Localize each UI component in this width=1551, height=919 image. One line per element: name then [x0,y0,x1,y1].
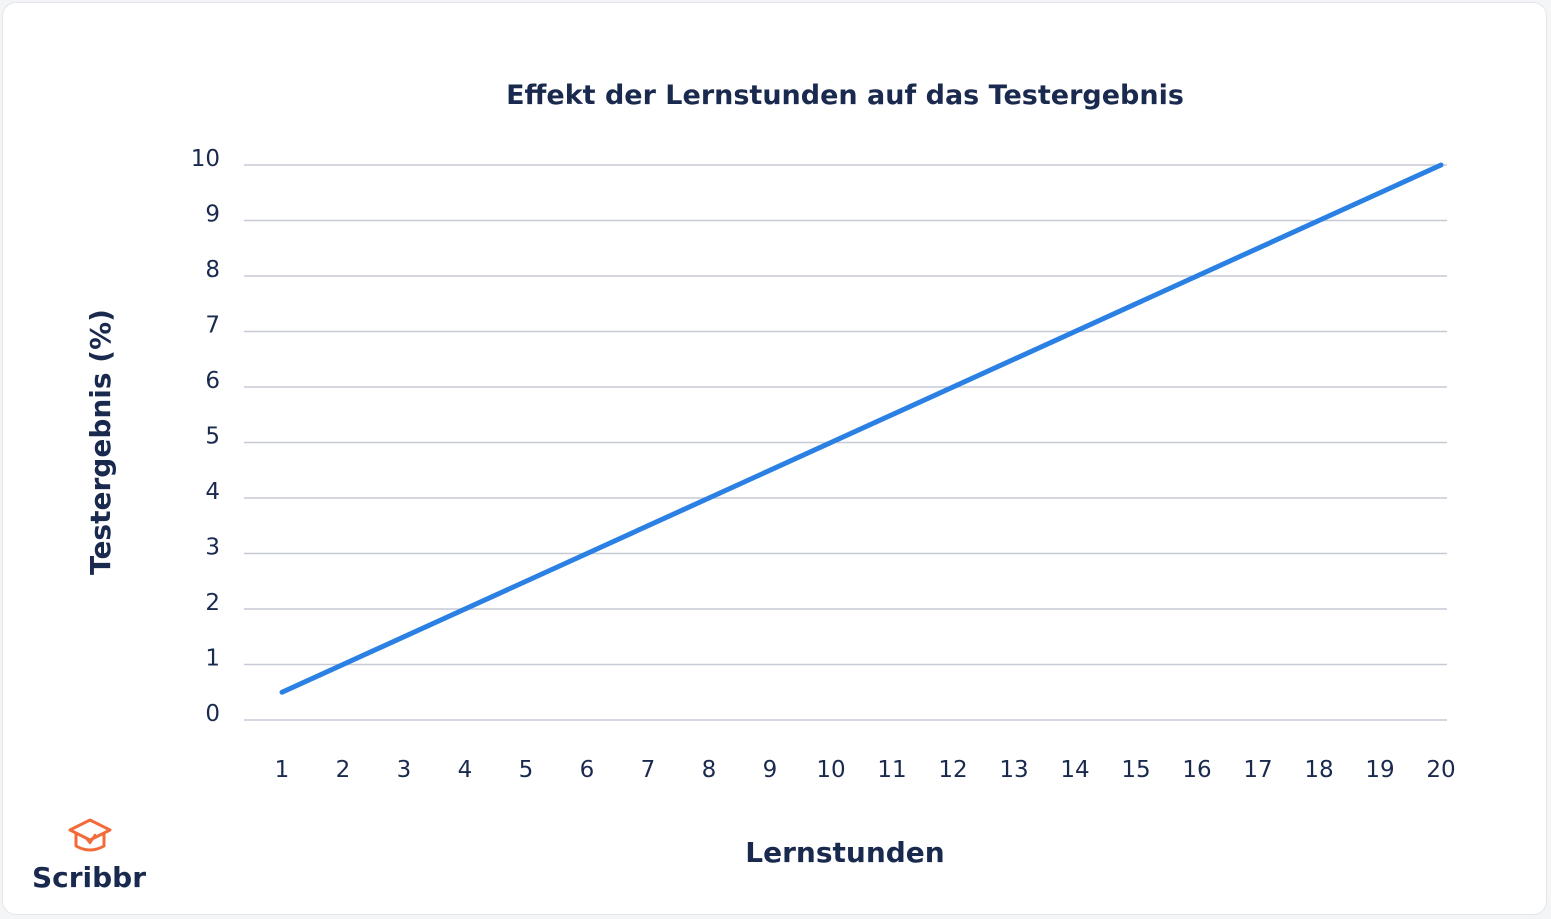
x-tick-label: 8 [702,757,717,783]
series-layer [279,162,1444,695]
y-tick-label: 4 [205,479,220,505]
x-tick-label: 17 [1243,757,1272,783]
y-tick-label: 3 [205,535,220,561]
x-tick-label: 1 [275,757,290,783]
x-tick-label: 20 [1426,757,1455,783]
series-line-0 [279,162,1444,695]
y-axis-ticks: 0 1 2 3 4 5 6 7 8 9 10 [191,146,220,727]
x-tick-label: 18 [1304,757,1333,783]
y-tick-label: 10 [191,146,220,172]
x-tick-label: 4 [458,757,473,783]
scribbr-logo: Scribbr [32,818,146,894]
y-tick-label: 8 [205,257,220,283]
x-tick-label: 15 [1121,757,1150,783]
x-tick-label: 7 [641,757,656,783]
x-tick-label: 2 [336,757,351,783]
x-tick-label: 10 [816,757,845,783]
x-tick-label: 14 [1060,757,1089,783]
gridlines [244,164,1447,721]
x-tick-label: 12 [938,757,967,783]
y-tick-label: 1 [205,646,220,672]
x-tick-label: 19 [1365,757,1394,783]
x-tick-label: 6 [580,757,595,783]
graduation-cap-icon [68,818,112,852]
y-tick-label: 6 [205,368,220,394]
y-tick-label: 2 [205,590,220,616]
chart-title: Effekt der Lernstunden auf das Testergeb… [506,80,1184,111]
x-tick-label: 3 [397,757,412,783]
x-axis-ticks: 1 2 3 4 5 6 7 8 9 10 11 12 13 14 15 16 17 18 19 20 [275,757,1456,783]
x-tick-label: 9 [763,757,778,783]
x-axis-label: Lernstunden [745,836,944,869]
logo-text: Scribbr [32,861,146,894]
y-tick-label: 7 [205,313,220,339]
x-tick-label: 16 [1182,757,1211,783]
x-tick-label: 5 [519,757,534,783]
y-tick-label: 0 [205,701,220,727]
x-tick-label: 13 [999,757,1028,783]
x-tick-label: 11 [877,757,906,783]
y-tick-label: 5 [205,424,220,450]
y-tick-label: 9 [205,202,220,228]
y-axis-label: Testergebnis (%) [84,309,117,575]
